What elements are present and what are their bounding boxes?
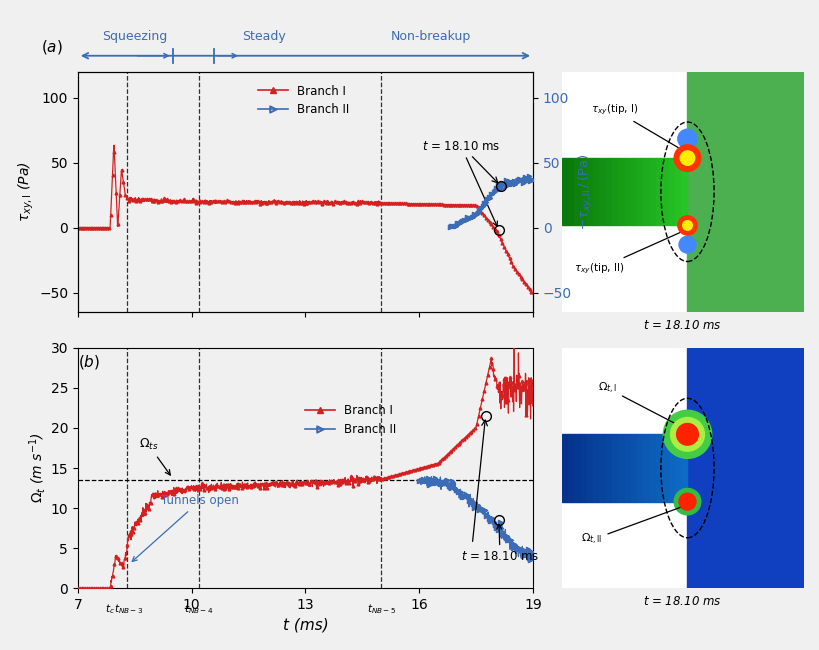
Bar [681, 434, 686, 502]
Text: $t$ = 18.10 ms: $t$ = 18.10 ms [421, 140, 500, 226]
Bar [605, 158, 611, 226]
Bar [580, 434, 586, 502]
Circle shape [682, 220, 691, 230]
Text: $\Omega_{t,\mathrm{II}}$: $\Omega_{t,\mathrm{II}}$ [581, 502, 693, 547]
Y-axis label: $\tau_{xy,\mathrm{I}}$ (Pa): $\tau_{xy,\mathrm{I}}$ (Pa) [17, 161, 36, 222]
Bar [586, 158, 592, 226]
Bar [662, 434, 667, 502]
Bar [618, 158, 624, 226]
Y-axis label: $\Omega_t$ (m s$^{-1}$): $\Omega_t$ (m s$^{-1}$) [27, 433, 48, 503]
Bar [686, 348, 803, 588]
Text: $\tau_{xy}$(tip, II): $\tau_{xy}$(tip, II) [573, 227, 693, 276]
Bar [686, 72, 803, 312]
Circle shape [663, 410, 711, 458]
Text: $t_{NB-4}$: $t_{NB-4}$ [184, 603, 214, 616]
Bar [674, 434, 681, 502]
Bar [655, 158, 662, 226]
Y-axis label: $-\tau_{xy,\mathrm{II}}\,/\,(\mathrm{Pa})$: $-\tau_{xy,\mathrm{II}}\,/\,(\mathrm{Pa}… [577, 153, 595, 230]
Bar [643, 158, 649, 226]
Bar [568, 434, 573, 502]
Circle shape [677, 216, 696, 235]
Bar [573, 158, 580, 226]
Bar [561, 434, 568, 502]
Text: $\Omega_{t,\mathrm{I}}$: $\Omega_{t,\mathrm{I}}$ [597, 381, 693, 433]
Circle shape [677, 129, 696, 148]
Legend: Branch I, Branch II: Branch I, Branch II [253, 80, 354, 121]
Circle shape [678, 493, 695, 510]
Text: Squeezing: Squeezing [102, 31, 167, 44]
Bar [667, 158, 674, 226]
Circle shape [670, 417, 704, 451]
Text: $t$ = 18.10 ms: $t$ = 18.10 ms [643, 319, 721, 332]
Bar [568, 158, 573, 226]
Text: $(b)$: $(b)$ [78, 352, 100, 370]
Bar [611, 434, 618, 502]
Text: $t$ = 18.10 ms: $t$ = 18.10 ms [460, 525, 539, 563]
Bar [667, 434, 674, 502]
Text: $t_{NB-5}$: $t_{NB-5}$ [366, 603, 396, 616]
Bar [618, 434, 624, 502]
Text: $(a)$: $(a)$ [42, 38, 63, 56]
Bar [580, 158, 586, 226]
Text: $t_{NB-3}$: $t_{NB-3}$ [114, 603, 143, 616]
Legend: Branch I, Branch II: Branch I, Branch II [301, 399, 400, 441]
Bar [630, 158, 636, 226]
Bar [592, 434, 599, 502]
Bar [586, 434, 592, 502]
Bar [681, 158, 686, 226]
Bar [624, 158, 630, 226]
Bar [561, 158, 568, 226]
Text: $\tau_{xy}$(tip, I): $\tau_{xy}$(tip, I) [590, 103, 693, 157]
Circle shape [673, 488, 700, 515]
Text: $t_c$: $t_c$ [105, 603, 115, 616]
Bar [636, 158, 643, 226]
Bar [573, 434, 580, 502]
Bar [592, 158, 599, 226]
X-axis label: t (ms): t (ms) [283, 618, 328, 632]
Bar [643, 434, 649, 502]
Circle shape [678, 236, 695, 253]
Bar [630, 434, 636, 502]
Bar [662, 158, 667, 226]
Text: Tunnels open: Tunnels open [132, 494, 239, 562]
Text: $t$ = 18.10 ms: $t$ = 18.10 ms [643, 595, 721, 608]
Text: Steady: Steady [242, 31, 285, 44]
Bar [674, 158, 681, 226]
Bar [649, 434, 655, 502]
Bar [636, 434, 643, 502]
Bar [649, 158, 655, 226]
Bar [605, 434, 611, 502]
Text: $\Omega_{ts}$: $\Omega_{ts}$ [138, 437, 170, 475]
Circle shape [676, 424, 698, 445]
Bar [599, 434, 605, 502]
Circle shape [673, 145, 700, 172]
Bar [655, 434, 662, 502]
Bar [599, 158, 605, 226]
Circle shape [680, 151, 694, 165]
Bar [624, 434, 630, 502]
Bar [611, 158, 618, 226]
Text: Non-breakup: Non-breakup [390, 31, 470, 44]
